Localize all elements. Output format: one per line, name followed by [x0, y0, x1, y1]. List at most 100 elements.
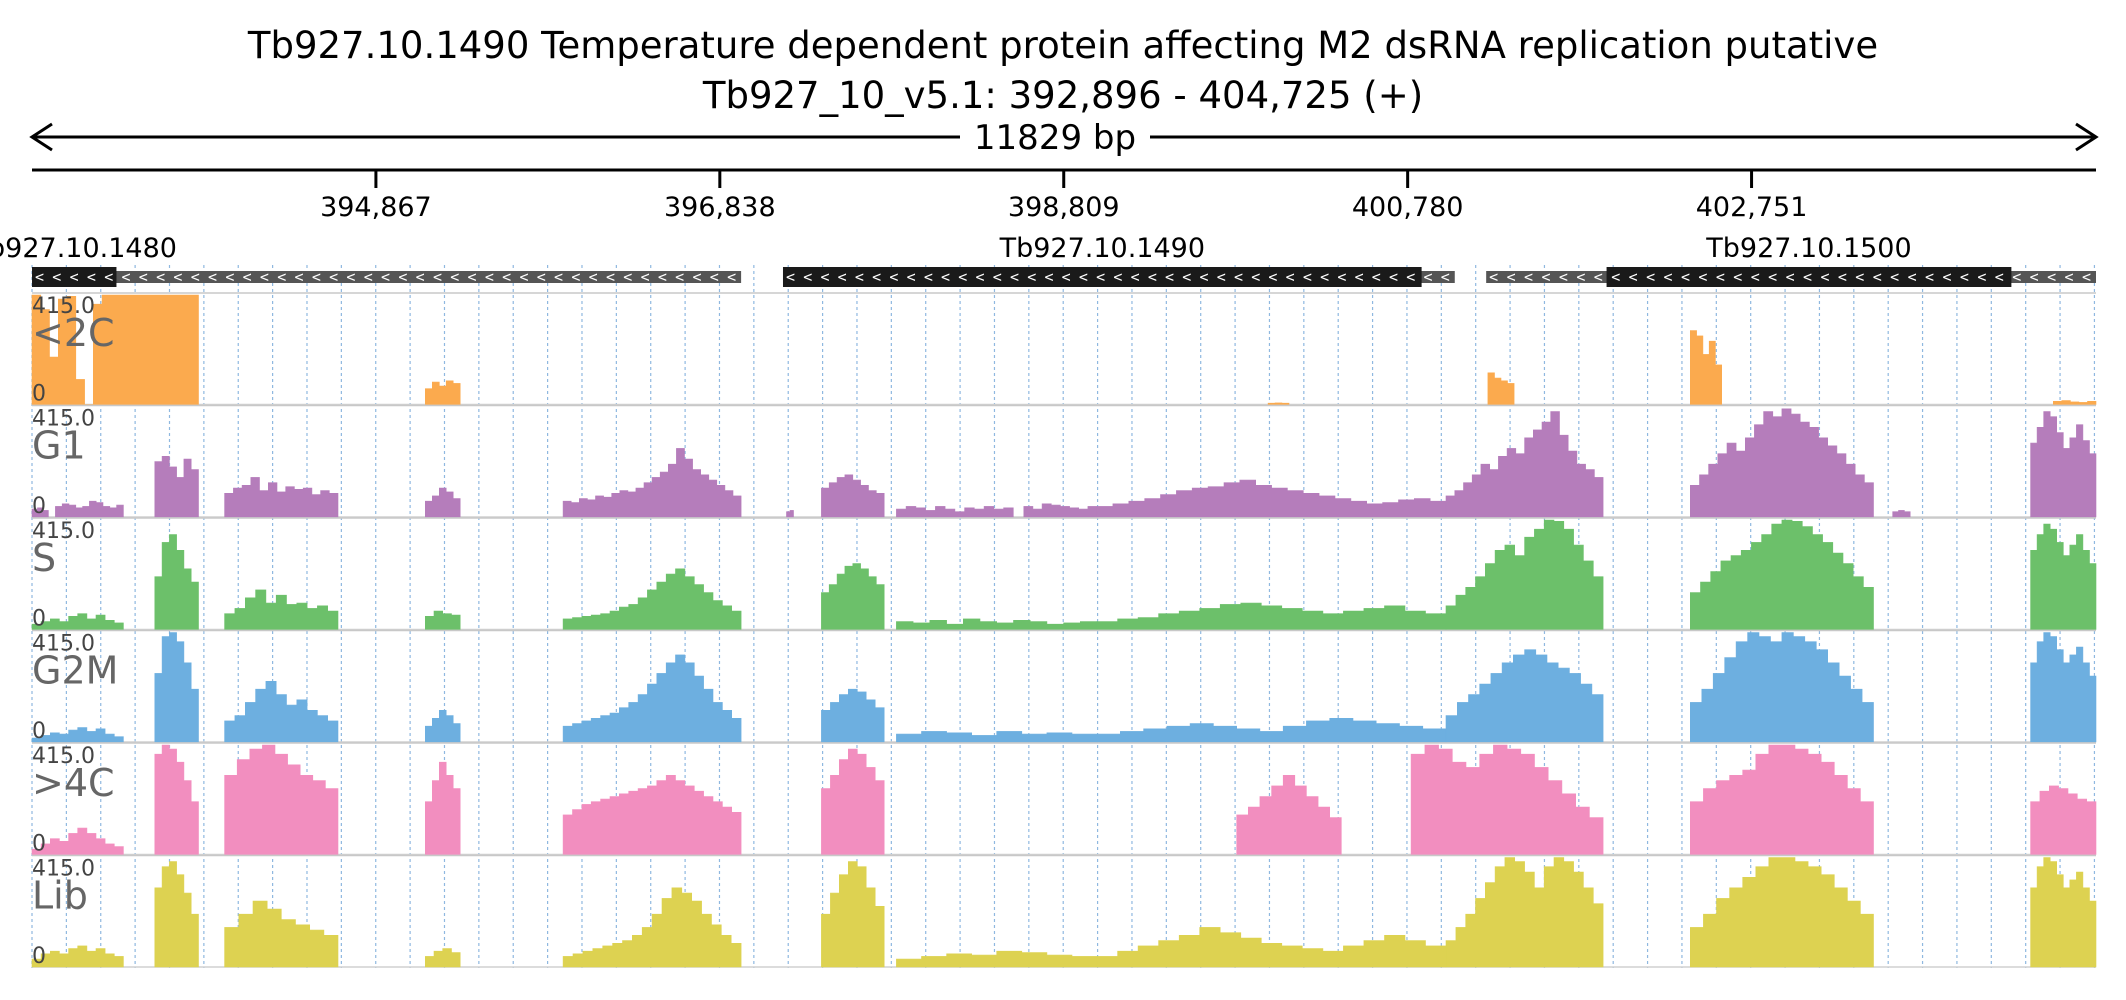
- gene-label: Tb927.10.1490: [999, 233, 1205, 264]
- coverage-area: [2030, 523, 2097, 630]
- coverage-area: [224, 477, 339, 518]
- coverage-area: [31, 827, 124, 855]
- coverage-area: [2030, 857, 2097, 968]
- coverage-area: [1892, 510, 1911, 518]
- gene-label: Tb927.10.1480: [0, 233, 177, 264]
- tick-label: 394,867: [320, 192, 432, 223]
- y-max-label: 415.0: [32, 632, 95, 657]
- strand-chevrons: <<<<<<<<<<<<<<<<<<<<<<<<<<<<<<<<<<<: [1489, 268, 2091, 286]
- coverage-area: [31, 507, 49, 518]
- chart-title: Tb927.10.1490 Temperature dependent prot…: [247, 24, 1878, 67]
- gene-model: <<<<<<<<<<<<<<<<<<<<<<<<<<<<<<<<<<< Tb927…: [1486, 233, 2096, 287]
- gene-cds: [1606, 267, 2012, 287]
- coverage-area: [31, 294, 199, 405]
- tick-label: 398,809: [1008, 192, 1120, 223]
- coverage-track: 415.0 0 <2C: [31, 292, 2097, 407]
- track-name: S: [32, 536, 56, 580]
- coverage-area: [896, 618, 1098, 630]
- right-arrowhead: [2075, 122, 2099, 152]
- track-name: G1: [32, 424, 86, 468]
- coverage-area: [2053, 400, 2097, 405]
- chart-subtitle: Tb927_10_v5.1: 392,896 - 404,725 (+): [702, 74, 1423, 117]
- y-max-label: 415.0: [32, 857, 95, 882]
- coverage-area: [154, 456, 199, 518]
- coverage-area: [1236, 775, 1342, 855]
- tick-label: 396,838: [664, 192, 776, 223]
- ruler-ticks: 394,867 396,838 398,809 400,780 402,751: [320, 170, 1807, 223]
- y-max-label: 415.0: [32, 519, 95, 544]
- coverage-area: [224, 681, 339, 743]
- coverage-area: [425, 610, 461, 630]
- coverage-track: 415.0 0 Lib: [31, 854, 2097, 969]
- coverage-area: [2030, 785, 2097, 855]
- coverage-area: [2030, 632, 2097, 743]
- coverage-area: [1445, 519, 1604, 630]
- y-min-label: 0: [32, 382, 46, 407]
- coverage-track: 415.0 0 G2M: [31, 629, 2097, 744]
- gene-cds: [32, 267, 117, 287]
- coverage-area: [1445, 649, 1604, 743]
- y-max-label: 415.0: [32, 744, 95, 769]
- y-min-label: 0: [32, 607, 46, 632]
- coverage-track: 415.0 0 S: [31, 517, 2097, 632]
- track-name: <2C: [32, 311, 115, 355]
- coverage-area: [1096, 479, 1447, 518]
- track-name: G2M: [32, 649, 118, 693]
- track-name: Lib: [32, 874, 88, 918]
- coverage-area: [154, 534, 199, 630]
- coverage-area: [562, 775, 742, 855]
- coverage-area: [821, 688, 885, 743]
- gene-model: <<<<<<<<<<<<<<<<<<<<<<<<<<<<<<<<<<<<<<<<…: [0, 233, 742, 287]
- coverage-track: 415.0 0 >4C: [31, 742, 2097, 857]
- coverage-area: [562, 568, 742, 630]
- coverage-area: [154, 744, 199, 855]
- coverage-area: [821, 563, 885, 630]
- coverage-area: [425, 380, 461, 405]
- coverage-area: [821, 861, 885, 968]
- coverage-area: [31, 945, 124, 968]
- coverage-area: [896, 731, 1098, 743]
- coverage-tracks: 415.00<2C415.00G1415.00S415.00G2M415.00>…: [31, 292, 2097, 969]
- coverage-area: [1096, 718, 1447, 743]
- y-min-label: 0: [32, 832, 46, 857]
- coverage-area: [1096, 927, 1447, 968]
- y-min-label: 0: [32, 944, 46, 969]
- coverage-area: [896, 950, 1098, 968]
- tick-label: 402,751: [1696, 192, 1808, 223]
- coverage-area: [562, 448, 742, 518]
- coverage-area: [1096, 602, 1447, 630]
- coverage-area: [1690, 857, 1874, 968]
- coverage-area: [1690, 330, 1722, 405]
- coverage-area: [1487, 372, 1515, 405]
- coverage-area: [562, 887, 742, 968]
- coverage-area: [31, 727, 124, 743]
- track-name: >4C: [32, 761, 115, 805]
- coverage-area: [1690, 744, 1874, 855]
- coverage-area: [154, 632, 199, 743]
- coverage-area: [1445, 411, 1604, 518]
- coverage-area: [425, 948, 461, 968]
- coverage-area: [1267, 402, 1290, 405]
- span-indicator: 11829 bp: [29, 118, 2099, 158]
- coverage-area: [224, 900, 339, 968]
- y-min-label: 0: [32, 719, 46, 744]
- coverage-area: [55, 500, 124, 518]
- coverage-area: [1690, 632, 1874, 743]
- coverage-area: [224, 744, 339, 855]
- coverage-area: [1023, 503, 1098, 518]
- y-max-label: 415.0: [32, 407, 95, 432]
- coverage-area: [224, 589, 339, 630]
- coverage-area: [425, 710, 461, 743]
- coverage-area: [425, 761, 461, 855]
- strand-chevrons: <<<<<<<<<<<<<<<<<<<<<<<<<<<<<<<<<<<<<<<<…: [35, 268, 736, 286]
- coverage-area: [821, 474, 885, 518]
- coverage-area: [154, 861, 199, 968]
- gene-utr: [32, 271, 742, 283]
- coverage-area: [821, 748, 885, 855]
- tick-label: 400,780: [1352, 192, 1464, 223]
- coverage-area: [31, 613, 124, 630]
- coverage-area: [786, 510, 794, 518]
- coverage-area: [562, 654, 742, 743]
- y-min-label: 0: [32, 494, 46, 519]
